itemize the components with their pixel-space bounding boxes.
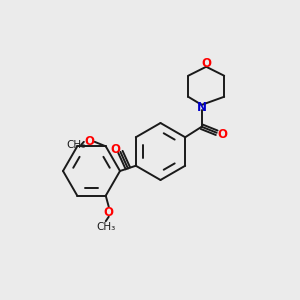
Text: O: O (104, 206, 114, 219)
Text: O: O (110, 143, 120, 156)
Text: O: O (217, 128, 227, 141)
Text: CH₃: CH₃ (96, 222, 116, 232)
Text: O: O (201, 57, 211, 70)
Text: CH₃: CH₃ (66, 140, 86, 150)
Text: O: O (84, 135, 94, 148)
Text: N: N (197, 101, 207, 114)
